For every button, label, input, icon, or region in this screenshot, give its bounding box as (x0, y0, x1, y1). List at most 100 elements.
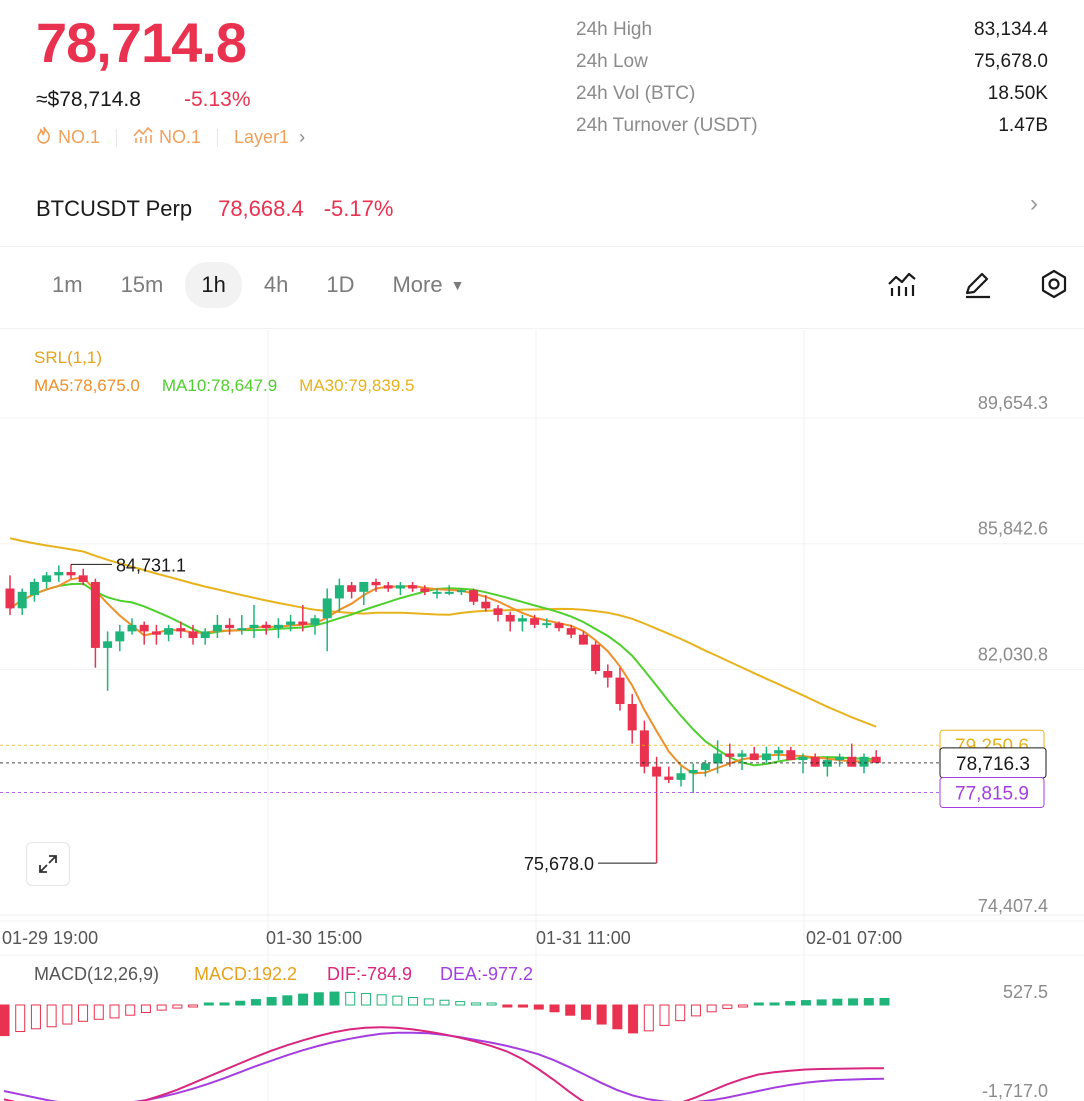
macd-histogram-bar (329, 991, 340, 1006)
ma-legend: MA5:78,675.0 MA10:78,647.9 MA30:79,839.5 (34, 376, 414, 396)
candle-body (151, 631, 161, 635)
y-tick-label: 89,654.3 (978, 393, 1048, 413)
candle-body (713, 753, 723, 764)
macd-histogram-bar (879, 997, 890, 1006)
stat-row: 24h Vol (BTC) 18.50K (576, 78, 1048, 110)
draw-pen-icon[interactable] (960, 266, 996, 302)
macd-histogram-bar (298, 993, 309, 1006)
stat-row: 24h High 83,134.4 (576, 14, 1048, 46)
macd-histogram-bar (439, 999, 450, 1006)
macd-histogram-bar (266, 997, 277, 1006)
candle-body (176, 628, 186, 632)
macd-histogram-bar (408, 997, 419, 1006)
macd-histogram-bar (659, 1004, 670, 1026)
macd-y-tick: 527.5 (1003, 982, 1048, 1002)
macd-histogram-bar (596, 1004, 607, 1025)
candle-body (810, 756, 820, 767)
candle-body (517, 618, 527, 622)
macd-histogram-bar (15, 1004, 26, 1033)
macd-histogram-bar (643, 1004, 654, 1032)
tab-1h[interactable]: 1h (185, 262, 242, 308)
macd-histogram-bar (785, 1001, 796, 1006)
y-tick-label: 82,030.8 (978, 645, 1048, 665)
candle-body (688, 769, 698, 774)
chevron-right-icon[interactable]: › (1030, 190, 1038, 217)
macd-histogram-bar (675, 1004, 686, 1022)
fullscreen-expand-icon[interactable] (26, 842, 70, 886)
y-tick-label: 85,842.6 (978, 519, 1048, 539)
tag-category-label: Layer1 (234, 127, 290, 147)
ma30-line (9, 537, 877, 728)
tab-1d[interactable]: 1D (326, 272, 355, 297)
macd-histogram-bar (486, 1002, 497, 1006)
tag-trend[interactable]: NO.1 (133, 126, 201, 149)
stats-panel: 24h High 83,134.4 24h Low 75,678.0 24h V… (576, 14, 1048, 142)
macd-histogram-bar (392, 995, 403, 1006)
candle-body (432, 591, 442, 594)
candle-body (420, 588, 430, 592)
macd-legend-item: MACD:192.2 (194, 964, 297, 984)
macd-histogram-bar (769, 1002, 780, 1006)
stat-value: 1.47B (998, 115, 1048, 136)
candle-body (115, 631, 125, 642)
indicator-icon[interactable] (884, 266, 920, 302)
candle-body (530, 618, 540, 625)
candle-body (542, 623, 552, 626)
macd-histogram-bar (140, 1004, 151, 1013)
candle-body (578, 634, 588, 645)
divider (217, 128, 219, 147)
more-dropdown[interactable]: More ▼ (376, 262, 480, 308)
macd-histogram-bar (738, 1004, 749, 1008)
macd-histogram-bar (282, 995, 293, 1006)
candle-body (212, 624, 222, 632)
tab-15m[interactable]: 15m (120, 272, 164, 297)
chevron-right-icon[interactable]: › (299, 127, 306, 147)
candle-body (469, 590, 479, 602)
macd-histogram-bar (423, 998, 434, 1006)
perp-name: BTCUSDT Perp (36, 196, 193, 221)
candle-body (90, 581, 100, 648)
candle-body (359, 581, 369, 592)
candle-body (835, 756, 845, 761)
divider (0, 328, 1084, 329)
macd-histogram-bar (78, 1004, 89, 1022)
candle-body (371, 581, 381, 586)
candle-body (859, 756, 869, 767)
macd-histogram-bar (722, 1004, 733, 1009)
tab-4h[interactable]: 4h (263, 272, 289, 297)
tab-1m[interactable]: 1m (52, 272, 83, 297)
usd-price: ≈$78,714.8 (36, 88, 141, 111)
perp-row[interactable]: BTCUSDT Perp 78,668.4 -5.17% (36, 196, 393, 222)
macd-histogram-bar (832, 998, 843, 1006)
x-tick-label: 01-29 19:00 (2, 928, 98, 948)
tag-row: NO.1 NO.1 Layer1 › (36, 126, 305, 149)
macd-histogram-bar (313, 992, 324, 1006)
macd-histogram-bar (235, 1000, 246, 1006)
caret-down-icon: ▼ (450, 277, 465, 293)
candlestick-chart[interactable]: 89,654.3 85,842.6 82,030.8 74,407.4 01-29 19… (0, 330, 1084, 1101)
candle-body (554, 623, 564, 629)
candle-body (286, 621, 296, 625)
macd-histogram-bar (800, 1000, 811, 1006)
candle-body (700, 763, 710, 770)
dea-line (3, 1031, 885, 1101)
macd-histogram-bar (470, 1002, 481, 1006)
candle-body (42, 575, 52, 582)
candle-body (5, 588, 15, 609)
candle-body (493, 608, 503, 615)
divider (0, 246, 1084, 247)
macd-legend-item: DEA:-977.2 (440, 964, 533, 984)
candle-body (29, 581, 39, 596)
tag-category[interactable]: Layer1 (234, 127, 289, 148)
candle-body (103, 641, 113, 648)
macd-histogram-bar (455, 1001, 466, 1006)
timeframe-bar: 1m 15m 1h 4h 1D More ▼ (36, 262, 480, 308)
macd-histogram-bar (360, 992, 371, 1006)
tag-hot[interactable]: NO.1 (36, 126, 100, 149)
chart-toolbar (884, 266, 1072, 302)
macd-histogram-bar (345, 991, 356, 1006)
candle-body (676, 773, 686, 780)
settings-hex-icon[interactable] (1036, 266, 1072, 302)
stat-value: 75,678.0 (974, 51, 1048, 72)
low-annotation: 75,678.0 (524, 854, 594, 874)
